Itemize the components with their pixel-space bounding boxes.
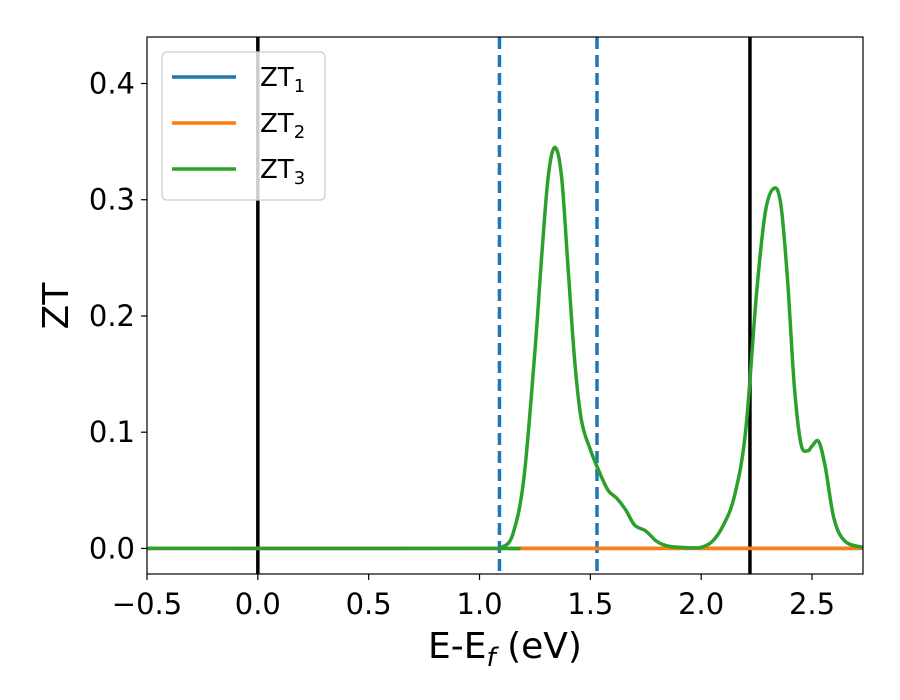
x-tick-label: −0.5 [112, 587, 182, 621]
x-axis-label: E-Ef (eV) [428, 626, 582, 673]
y-tick-label: 0.4 [89, 66, 135, 100]
x-tick-label: 1.0 [456, 587, 502, 621]
y-tick-label: 0.3 [89, 183, 135, 217]
legend-box [161, 51, 326, 201]
legend-label: ZT2 [260, 109, 305, 143]
legend-label: ZT3 [260, 155, 305, 189]
y-tick-label: 0.1 [89, 415, 135, 449]
y-axis-label: ZT [36, 282, 77, 330]
legend-label: ZT1 [260, 63, 305, 97]
series-line-zt3 [147, 145, 863, 551]
x-tick-label: 0.5 [346, 587, 392, 621]
x-tick-label: 0.0 [235, 587, 281, 621]
legend: ZT1 ZT2 ZT3 [161, 51, 326, 201]
x-tick-label: 2.0 [678, 587, 724, 621]
y-tick-label: 0.0 [89, 531, 135, 565]
x-tick-label: 1.5 [567, 587, 613, 621]
plot-frame [146, 36, 864, 575]
x-tick-label: 2.5 [789, 587, 835, 621]
y-tick-label: 0.2 [89, 299, 135, 333]
